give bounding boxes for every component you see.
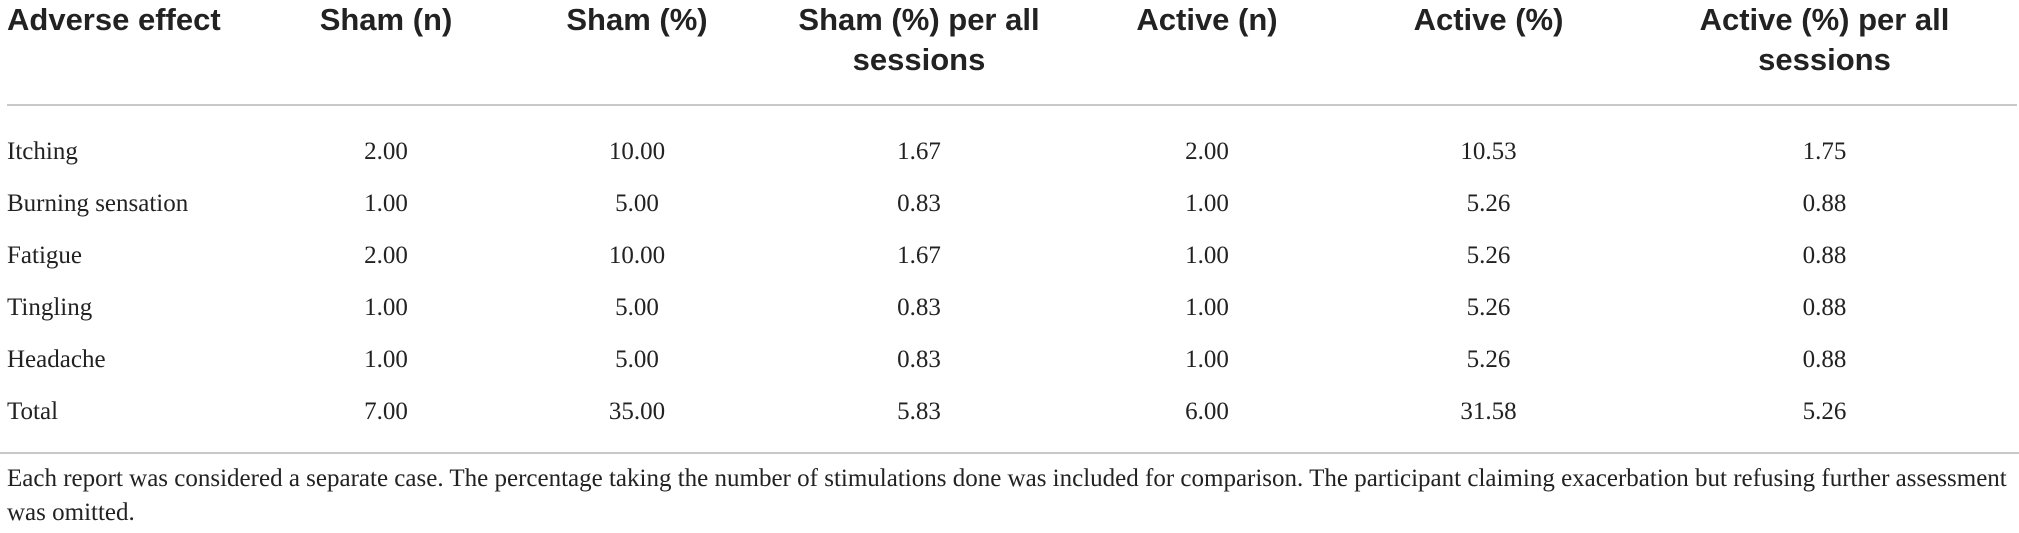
cell-sham-percent: 10.00 bbox=[608, 138, 666, 165]
cell-sham-percent-per-session: 0.83 bbox=[897, 346, 941, 373]
cell-sham-percent: 5.00 bbox=[615, 346, 659, 373]
cell-active-percent-per-session: 0.88 bbox=[1802, 190, 1847, 217]
table-row: Burning sensation 1.00 5.00 0.83 1.00 5.… bbox=[7, 178, 2017, 230]
header-active-n: Active (n) bbox=[1069, 0, 1345, 106]
cell-active-percent-per-session: 5.26 bbox=[1802, 398, 1847, 425]
cell-active-percent-per-session: 1.75 bbox=[1802, 138, 1847, 165]
cell-sham-n: 1.00 bbox=[364, 346, 408, 373]
table-body: Itching 2.00 10.00 1.67 2.00 10.53 1.75 … bbox=[7, 105, 2017, 438]
cell-active-n: 2.00 bbox=[1185, 138, 1229, 165]
table-row: Headache 1.00 5.00 0.83 1.00 5.26 0.88 bbox=[7, 334, 2017, 386]
table-row: Itching 2.00 10.00 1.67 2.00 10.53 1.75 bbox=[7, 105, 2017, 178]
cell-active-percent-per-session: 0.88 bbox=[1802, 294, 1847, 321]
cell-sham-percent-per-session: 1.67 bbox=[897, 138, 941, 165]
adverse-effects-table: Adverse effect Sham (n) Sham (%) Sham (%… bbox=[7, 0, 2017, 438]
header-adverse-effect: Adverse effect bbox=[7, 0, 267, 106]
footer-divider bbox=[0, 452, 2019, 454]
table-row: Tingling 1.00 5.00 0.83 1.00 5.26 0.88 bbox=[7, 282, 2017, 334]
cell-sham-percent: 10.00 bbox=[608, 242, 666, 269]
cell-sham-n: 2.00 bbox=[364, 138, 408, 165]
cell-sham-percent-per-session: 5.83 bbox=[897, 398, 941, 425]
header-active-percent-per-session: Active (%) per all sessions bbox=[1632, 0, 2017, 106]
table-header: Adverse effect Sham (n) Sham (%) Sham (%… bbox=[7, 0, 2017, 106]
cell-active-percent: 5.26 bbox=[1466, 190, 1511, 217]
cell-sham-percent-per-session: 1.67 bbox=[897, 242, 941, 269]
cell-sham-n: 2.00 bbox=[364, 242, 408, 269]
cell-adverse-effect: Headache bbox=[7, 346, 106, 373]
table-footnote: Each report was considered a separate ca… bbox=[7, 465, 2007, 526]
cell-sham-percent-per-session: 0.83 bbox=[897, 190, 941, 217]
header-sham-percent-per-session: Sham (%) per all sessions bbox=[769, 0, 1069, 106]
cell-adverse-effect: Tingling bbox=[7, 294, 93, 321]
cell-sham-percent: 35.00 bbox=[608, 398, 666, 425]
cell-adverse-effect: Burning sensation bbox=[7, 190, 189, 217]
cell-active-percent-per-session: 0.88 bbox=[1802, 346, 1847, 373]
cell-active-n: 1.00 bbox=[1185, 242, 1229, 269]
cell-sham-percent: 5.00 bbox=[615, 294, 659, 321]
cell-active-percent: 10.53 bbox=[1460, 138, 1517, 165]
table-row: Fatigue 2.00 10.00 1.67 1.00 5.26 0.88 bbox=[7, 230, 2017, 282]
cell-sham-percent: 5.00 bbox=[615, 190, 659, 217]
cell-active-percent-per-session: 0.88 bbox=[1802, 242, 1847, 269]
cell-sham-percent-per-session: 0.83 bbox=[897, 294, 941, 321]
header-active-percent: Active (%) bbox=[1345, 0, 1632, 106]
cell-active-percent: 5.26 bbox=[1466, 242, 1511, 269]
cell-sham-n: 1.00 bbox=[364, 294, 408, 321]
cell-active-n: 1.00 bbox=[1185, 346, 1229, 373]
cell-adverse-effect: Total bbox=[7, 398, 59, 425]
cell-active-n: 1.00 bbox=[1185, 294, 1229, 321]
cell-active-percent: 5.26 bbox=[1466, 294, 1511, 321]
header-sham-percent: Sham (%) bbox=[505, 0, 769, 106]
cell-adverse-effect: Fatigue bbox=[7, 242, 82, 269]
header-sham-n: Sham (n) bbox=[267, 0, 505, 106]
header-row: Adverse effect Sham (n) Sham (%) Sham (%… bbox=[7, 0, 2017, 106]
cell-active-percent: 5.26 bbox=[1466, 346, 1511, 373]
cell-sham-n: 1.00 bbox=[364, 190, 408, 217]
cell-active-n: 6.00 bbox=[1185, 398, 1229, 425]
cell-active-percent: 31.58 bbox=[1460, 398, 1517, 425]
cell-sham-n: 7.00 bbox=[364, 398, 408, 425]
cell-adverse-effect: Itching bbox=[7, 138, 78, 165]
table-row-total: Total 7.00 35.00 5.83 6.00 31.58 5.26 bbox=[7, 386, 2017, 438]
cell-active-n: 1.00 bbox=[1185, 190, 1229, 217]
